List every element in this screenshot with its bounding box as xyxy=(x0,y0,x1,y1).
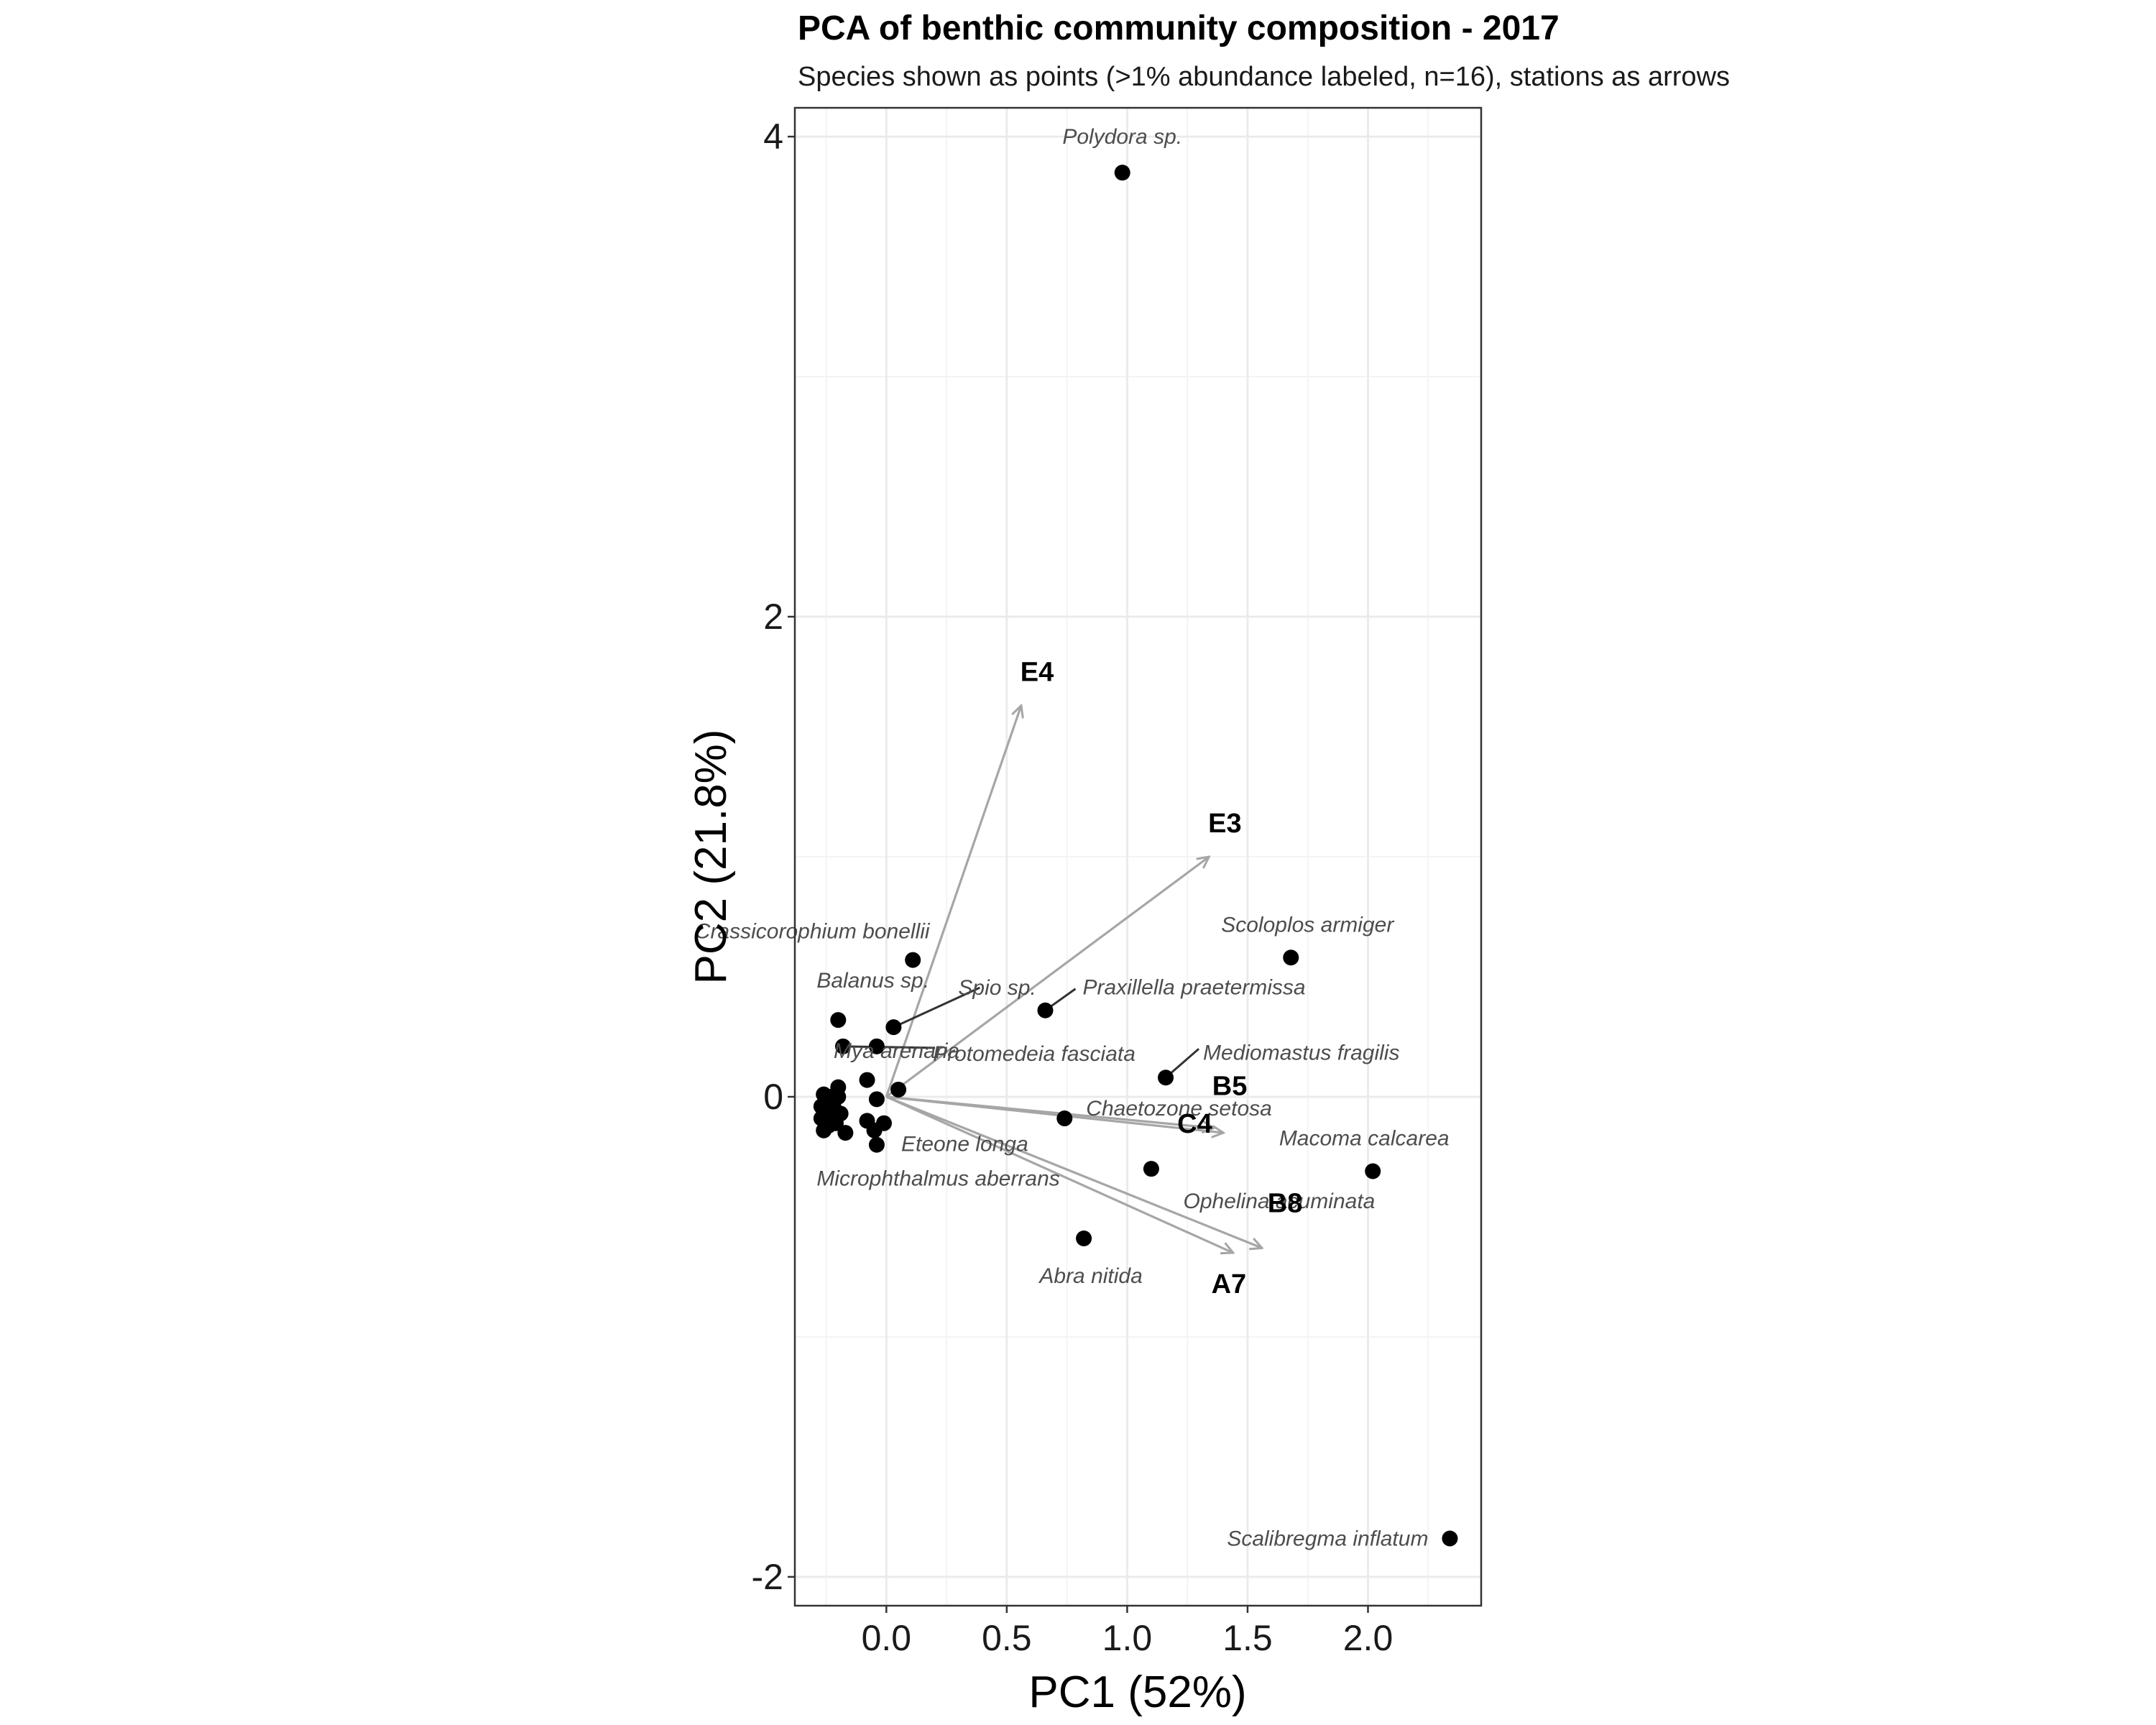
species-point xyxy=(885,1019,902,1036)
species-point xyxy=(868,1091,885,1108)
y-tick-label: 2 xyxy=(763,597,783,637)
species-point xyxy=(868,1038,885,1054)
species-point xyxy=(1158,1070,1174,1086)
y-tick-label: 4 xyxy=(763,116,783,157)
species-label: Protomedeia fasciata xyxy=(933,1042,1135,1066)
chart-title: PCA of benthic community composition - 2… xyxy=(798,9,1560,47)
station-arrow xyxy=(886,1095,1223,1133)
chart-subtitle: Species shown as points (>1% abundance l… xyxy=(798,62,1731,92)
species-label: Eteone longa xyxy=(901,1133,1028,1156)
species-label: Balanus sp. xyxy=(816,969,929,993)
panel-border xyxy=(793,106,1483,1607)
species-point xyxy=(827,1115,844,1131)
species-label: Polydora sp. xyxy=(1062,125,1182,149)
species-point xyxy=(1114,165,1130,181)
species-label: Mya arenaria xyxy=(834,1039,959,1063)
species-point xyxy=(1143,1161,1159,1177)
species-point xyxy=(1442,1530,1458,1547)
species-point xyxy=(1283,949,1299,966)
station-arrow xyxy=(885,706,1021,1098)
station-label: E3 xyxy=(1208,809,1241,839)
species-label: Scoloplos armiger xyxy=(1221,913,1394,937)
y-tick-label: -2 xyxy=(752,1557,783,1597)
species-point xyxy=(905,952,921,968)
x-tick-label: 0.5 xyxy=(982,1618,1032,1658)
grid xyxy=(795,108,1481,1606)
station-label: B8 xyxy=(1268,1188,1303,1218)
station-arrow xyxy=(885,1095,1262,1248)
species-point xyxy=(1365,1163,1381,1179)
leader-line xyxy=(842,1045,936,1049)
species-point xyxy=(835,1038,852,1054)
species-point xyxy=(830,1079,847,1095)
station-label: A7 xyxy=(1212,1269,1247,1300)
axes: 0.0 0.5 1.0 1.5 2.0 -2 0 2 4 xyxy=(752,116,1393,1658)
station-arrow xyxy=(885,857,1209,1098)
leader-lines xyxy=(842,986,1200,1079)
species-label: Ophelina acuminata xyxy=(1184,1190,1376,1213)
species-label: Scalibregma inflatum xyxy=(1227,1527,1428,1550)
species-point xyxy=(837,1125,854,1141)
species-label: Macoma calcarea xyxy=(1279,1127,1450,1151)
species-label: Chaetozone setosa xyxy=(1086,1097,1272,1121)
x-tick-label: 2.0 xyxy=(1343,1618,1393,1658)
leader-line xyxy=(893,986,981,1029)
x-tick-label: 1.0 xyxy=(1102,1618,1153,1658)
species-point xyxy=(1056,1110,1073,1127)
species-label: Microphthalmus aberrans xyxy=(816,1167,1059,1191)
station-label: C4 xyxy=(1177,1109,1212,1139)
station-label: E4 xyxy=(1021,658,1054,688)
species-point xyxy=(868,1136,885,1153)
station-arrows xyxy=(885,706,1262,1253)
species-point xyxy=(890,1081,907,1098)
species-point xyxy=(816,1122,832,1138)
species-point xyxy=(875,1115,892,1131)
species-point xyxy=(1076,1230,1092,1247)
station-label: B5 xyxy=(1212,1071,1248,1101)
species-label: Crassicorophium bonellii xyxy=(695,920,931,944)
y-tick-label: 0 xyxy=(763,1077,783,1117)
species-label: Praxillella praetermissa xyxy=(1082,976,1305,1000)
x-tick-label: 1.5 xyxy=(1222,1618,1273,1658)
x-tick-label: 0.0 xyxy=(862,1618,912,1658)
station-arrow xyxy=(885,1095,1233,1253)
y-axis-label: PC2 (21.8%) xyxy=(686,730,736,985)
species-point xyxy=(1037,1002,1054,1018)
species-label: Mediomastus fragilis xyxy=(1203,1041,1399,1064)
species-point xyxy=(830,1012,847,1029)
x-axis-label: PC1 (52%) xyxy=(1028,1668,1246,1717)
species-point xyxy=(859,1072,875,1088)
species-points xyxy=(813,165,1458,1547)
species-labels: Polydora sp. Crassicorophium bonellii Scol… xyxy=(695,125,1450,1550)
species-label: Abra nitida xyxy=(1038,1264,1142,1288)
species-label: Spio sp. xyxy=(958,976,1036,1000)
